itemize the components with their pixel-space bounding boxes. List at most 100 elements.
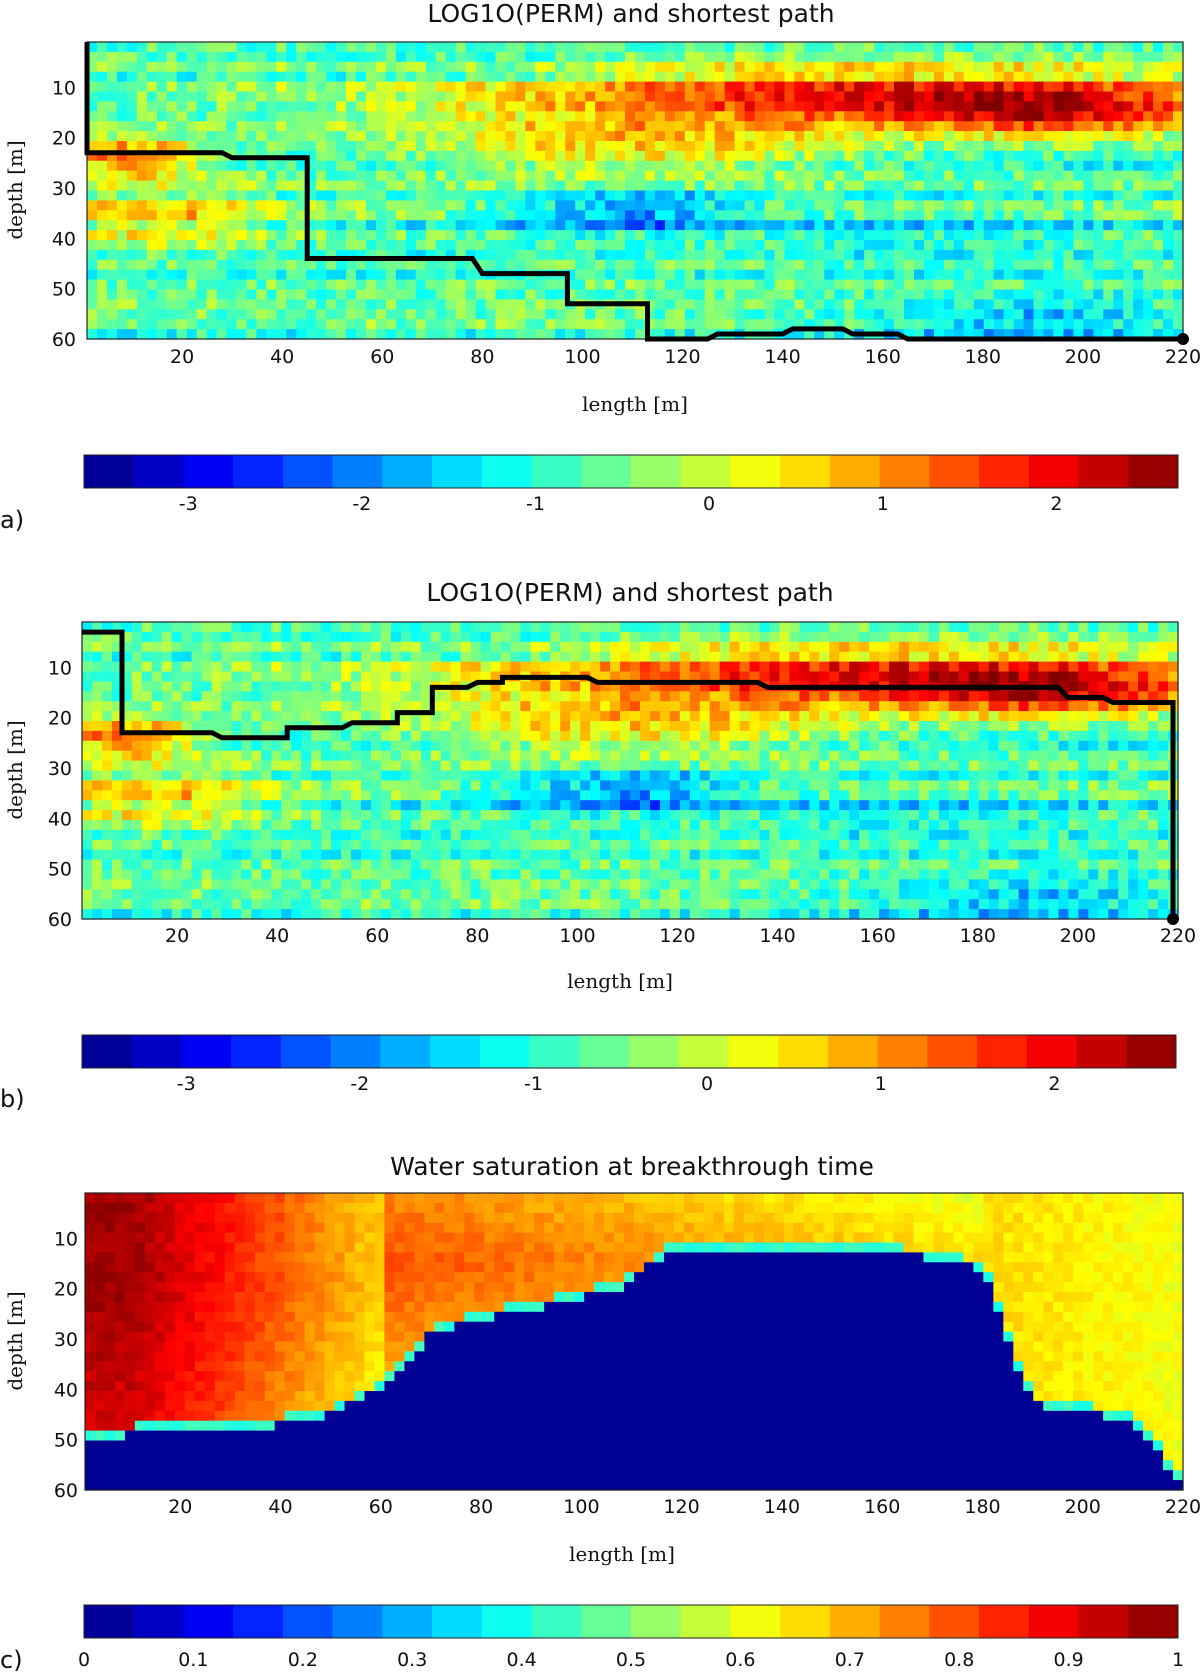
heatmap-cell bbox=[356, 309, 367, 320]
heatmap-cell bbox=[709, 730, 721, 742]
heatmap-cell bbox=[714, 249, 726, 261]
heatmap-cell bbox=[899, 631, 910, 643]
heatmap-cell bbox=[565, 61, 576, 73]
heatmap-cell bbox=[500, 651, 512, 663]
heatmap-cell bbox=[679, 701, 691, 712]
heatmap-cell bbox=[794, 101, 805, 112]
heatmap-cell bbox=[834, 190, 845, 201]
heatmap-cell bbox=[585, 190, 596, 201]
heatmap-cell bbox=[141, 730, 153, 742]
heatmap-cell bbox=[1023, 101, 1035, 112]
heatmap-cell bbox=[126, 309, 138, 320]
heatmap-cell bbox=[166, 319, 178, 330]
heatmap-cell bbox=[141, 740, 153, 752]
heatmap-cell bbox=[261, 661, 272, 673]
heatmap-cell bbox=[804, 111, 815, 122]
heatmap-cell bbox=[395, 249, 407, 261]
heatmap-cell bbox=[206, 71, 218, 83]
heatmap-cell bbox=[948, 721, 960, 732]
heatmap-cell bbox=[1033, 51, 1045, 63]
heatmap-cell bbox=[286, 269, 297, 281]
heatmap-cell bbox=[983, 141, 995, 152]
heatmap-cell bbox=[923, 210, 935, 221]
heatmap-cell bbox=[390, 661, 402, 673]
heatmap-cell bbox=[993, 51, 1005, 63]
heatmap-cell bbox=[336, 61, 347, 73]
heatmap-cell bbox=[370, 711, 382, 722]
heatmap-cell bbox=[1073, 240, 1084, 251]
heatmap-cell bbox=[226, 180, 238, 192]
heatmap-cell bbox=[425, 81, 437, 93]
heatmap-cell bbox=[380, 701, 392, 712]
heatmap-cell bbox=[714, 269, 726, 281]
heatmap-cell bbox=[326, 160, 337, 172]
heatmap-cell bbox=[550, 641, 561, 653]
heatmap-cell bbox=[874, 279, 885, 291]
heatmap-cell bbox=[854, 319, 865, 330]
heatmap-cell bbox=[181, 661, 193, 673]
heatmap-cell bbox=[694, 180, 706, 192]
heatmap-cell bbox=[226, 230, 238, 241]
heatmap-cell bbox=[291, 750, 302, 762]
heatmap-cell bbox=[121, 701, 133, 712]
heatmap-cell bbox=[231, 631, 243, 643]
heatmap-cell bbox=[664, 131, 676, 142]
heatmap-cell bbox=[1078, 730, 1089, 742]
heatmap-cell bbox=[794, 141, 805, 152]
heatmap-cell bbox=[570, 750, 581, 762]
heatmap-cell bbox=[963, 210, 975, 221]
heatmap-cell bbox=[1158, 740, 1169, 752]
heatmap-cell bbox=[460, 631, 472, 643]
heatmap-cell bbox=[874, 170, 885, 182]
heatmap-cell bbox=[649, 641, 661, 653]
heatmap-cell bbox=[933, 141, 945, 152]
heatmap-cell bbox=[485, 91, 497, 102]
heatmap-cell bbox=[425, 220, 437, 231]
heatmap-cell bbox=[186, 180, 198, 192]
heatmap-cell bbox=[664, 61, 676, 73]
heatmap-cell bbox=[884, 240, 895, 251]
heatmap-cell bbox=[943, 131, 955, 142]
heatmap-cell bbox=[884, 51, 895, 63]
heatmap-cell bbox=[296, 170, 307, 182]
heatmap-cell bbox=[201, 681, 213, 692]
heatmap-cell bbox=[475, 220, 487, 231]
heatmap-cell bbox=[620, 730, 631, 742]
heatmap-cell bbox=[993, 61, 1005, 73]
heatmap-cell bbox=[689, 641, 701, 653]
heatmap-cell bbox=[475, 121, 487, 132]
heatmap-cell bbox=[136, 269, 148, 281]
heatmap-cell bbox=[659, 622, 671, 633]
heatmap-cell bbox=[500, 740, 512, 752]
heatmap-cell bbox=[684, 220, 696, 231]
heatmap-cell bbox=[425, 240, 437, 251]
heatmap-cell bbox=[659, 681, 671, 692]
heatmap-cell bbox=[176, 170, 188, 182]
heatmap-cell bbox=[1028, 641, 1040, 653]
heatmap-cell bbox=[938, 701, 950, 712]
heatmap-cell bbox=[370, 740, 382, 752]
heatmap-cell bbox=[375, 121, 387, 132]
heatmap-cell bbox=[913, 289, 925, 300]
heatmap-cell bbox=[356, 160, 367, 172]
heatmap-cell bbox=[585, 259, 596, 271]
heatmap-cell bbox=[166, 180, 178, 192]
heatmap-cell bbox=[674, 259, 686, 271]
heatmap-cell bbox=[615, 230, 626, 241]
heatmap-cell bbox=[525, 289, 536, 300]
heatmap-cell bbox=[973, 61, 985, 73]
heatmap-cell bbox=[1043, 279, 1055, 291]
heatmap-cell bbox=[938, 711, 950, 722]
heatmap-cell bbox=[375, 329, 387, 340]
heatmap-cell bbox=[1053, 180, 1065, 192]
heatmap-cell bbox=[575, 269, 586, 281]
heatmap-cell bbox=[1128, 740, 1139, 752]
heatmap-cell bbox=[943, 170, 955, 182]
heatmap-cell bbox=[894, 160, 905, 172]
heatmap-cell bbox=[869, 701, 880, 712]
heatmap-cell bbox=[654, 249, 666, 261]
heatmap-cell bbox=[754, 269, 766, 281]
heatmap-cell bbox=[385, 200, 397, 211]
heatmap-cell bbox=[605, 81, 616, 93]
heatmap-cell bbox=[719, 750, 731, 762]
